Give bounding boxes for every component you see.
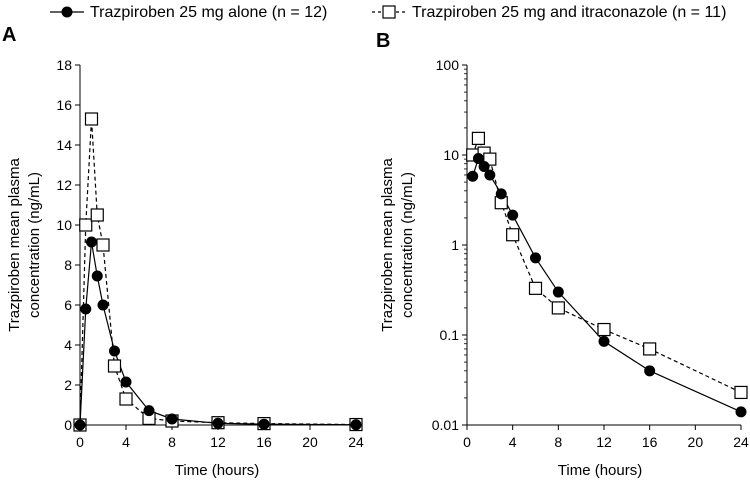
- panel-a-y-tick-label: 2: [64, 377, 72, 393]
- panel-a-x-tick-label: 24: [348, 434, 364, 450]
- panel-a-y-tick-label: 8: [64, 257, 72, 273]
- panel-a-y-tick-label: 0: [64, 417, 72, 433]
- panel-b-itraconazole-point: [643, 342, 657, 356]
- legend-marker-open-square: [382, 5, 396, 19]
- panel-b-x-tick-label: 12: [596, 434, 612, 450]
- panel-b-y-tick-label: 100: [436, 57, 460, 73]
- panel-b-alone-point: [472, 152, 484, 164]
- panel-a-x-tick-label: 20: [302, 434, 318, 450]
- legend-item-alone: Trazpiroben 25 mg alone (n = 12): [50, 4, 327, 21]
- panel-b-itraconazole-point: [471, 131, 486, 145]
- panel-a-alone-point: [258, 418, 270, 430]
- panel-a-x-axis-label: Time (hours): [175, 462, 259, 479]
- panel-b-itraconazole-point: [528, 281, 543, 295]
- panel-b-y-tick-label: 10: [443, 147, 459, 163]
- panel-b-y-axis-label-line1: Trazpiroben mean plasma: [379, 158, 396, 332]
- panel-b-x-tick-label: 20: [688, 434, 704, 450]
- panel-a-alone-point: [74, 419, 86, 431]
- panel-a-y-tick-label: 14: [56, 137, 72, 153]
- panel-b-alone-point: [478, 161, 490, 173]
- panel-a-x-tick-label: 8: [168, 434, 176, 450]
- panel-a-alone-point: [350, 419, 362, 431]
- panel-a-y-tick-label: 18: [56, 57, 72, 73]
- panel-b-alone-point: [507, 209, 519, 221]
- panel-a-itraconazole-point: [119, 392, 133, 406]
- panel-a-series: [73, 112, 363, 432]
- panel-a-alone-point: [91, 270, 103, 282]
- panel-a-x-tick-label: 16: [256, 434, 272, 450]
- panel-a-y-axis-label-line1: Trazpiroben mean plasma: [6, 158, 23, 332]
- panel-b-y-axis-label-line2: concentration (ng/mL): [399, 172, 416, 318]
- panel-a-y-tick-label: 16: [56, 97, 72, 113]
- panel-a-alone-point: [80, 303, 92, 315]
- panel-b-itraconazole-point: [734, 385, 748, 400]
- panel-letter-b: B: [376, 30, 390, 52]
- panel-b-alone-point: [484, 169, 496, 181]
- panel-a-x-tick-label: 0: [76, 434, 84, 450]
- panel-b-axes: [466, 65, 741, 426]
- panel-a-alone-point: [166, 413, 178, 425]
- panel-b-alone-point: [644, 365, 656, 377]
- panel-a-itraconazole-point: [79, 218, 93, 232]
- panel-a-itraconazole-point: [96, 238, 110, 252]
- panel-b-itraconazole-point: [597, 322, 611, 337]
- panel-a-itraconazole-point: [84, 112, 99, 126]
- panel-b-x-tick-label: 24: [733, 434, 749, 450]
- legend-label-alone: Trazpiroben 25 mg alone (n = 12): [90, 4, 327, 21]
- panel-b-plot: 0 4 8 12 16 20 24 0.01 0.1 1 10 100 Time (hours) Tr…: [379, 57, 749, 479]
- panel-letter-a: A: [2, 24, 16, 46]
- panel-b-alone-point: [530, 252, 541, 264]
- panel-a-y-tick-label: 4: [64, 337, 72, 353]
- panel-a-x-tick-label: 4: [122, 434, 130, 450]
- panel-b-y-tick-label: 0.1: [440, 327, 460, 343]
- panel-a-y-tick-label: 12: [56, 177, 72, 193]
- panel-b-x-axis-label: Time (hours): [558, 462, 642, 479]
- panel-a-alone-point: [109, 345, 120, 357]
- panel-b-alone-point: [495, 188, 507, 200]
- panel-a-itraconazole-point: [90, 208, 104, 222]
- panel-b-y-tick-label: 0.01: [432, 417, 459, 433]
- legend-marker-filled-circle: [61, 6, 73, 18]
- panel-b-y-tick-label: 1: [451, 237, 459, 253]
- panel-b-x-tick-label: 8: [554, 434, 562, 450]
- panel-a-x-tick-label: 12: [210, 434, 226, 450]
- panel-b-x-tick-label: 0: [463, 434, 471, 450]
- panel-b-series: [466, 131, 748, 418]
- panel-b-alone-point: [598, 335, 610, 347]
- legend: Trazpiroben 25 mg alone (n = 12) Trazpir…: [50, 4, 726, 21]
- panel-b-ticks: 0 4 8 12 16 20 24 0.01 0.1 1 10 100: [432, 57, 749, 450]
- panel-b-x-tick-label: 4: [509, 434, 517, 450]
- legend-item-itraconazole: Trazpiroben 25 mg and itraconazole (n = …: [372, 4, 726, 21]
- panel-b-itraconazole-series-line: [472, 136, 742, 393]
- legend-label-itraconazole: Trazpiroben 25 mg and itraconazole (n = …: [412, 4, 726, 21]
- panel-a-alone-point: [212, 417, 224, 429]
- panel-b-alone-point: [552, 286, 564, 298]
- panel-a-itraconazole-series-line: [79, 118, 357, 426]
- panel-a-alone-point: [143, 405, 155, 417]
- panel-b-itraconazole-point: [551, 301, 565, 315]
- panel-b-x-tick-label: 16: [642, 434, 658, 450]
- panel-b-itraconazole-point: [506, 228, 520, 242]
- panel-a-y-tick-label: 10: [56, 217, 72, 233]
- panel-b-alone-point: [467, 170, 479, 182]
- panel-a-alone-point: [86, 236, 97, 248]
- panel-a-alone-point: [120, 376, 132, 388]
- panel-a-alone-point: [97, 299, 109, 311]
- panel-b-alone-point: [735, 406, 747, 418]
- panel-a-y-axis-label-line2: concentration (ng/mL): [26, 172, 43, 318]
- panel-a-y-tick-label: 6: [64, 297, 72, 313]
- panel-a-itraconazole-point: [107, 359, 122, 373]
